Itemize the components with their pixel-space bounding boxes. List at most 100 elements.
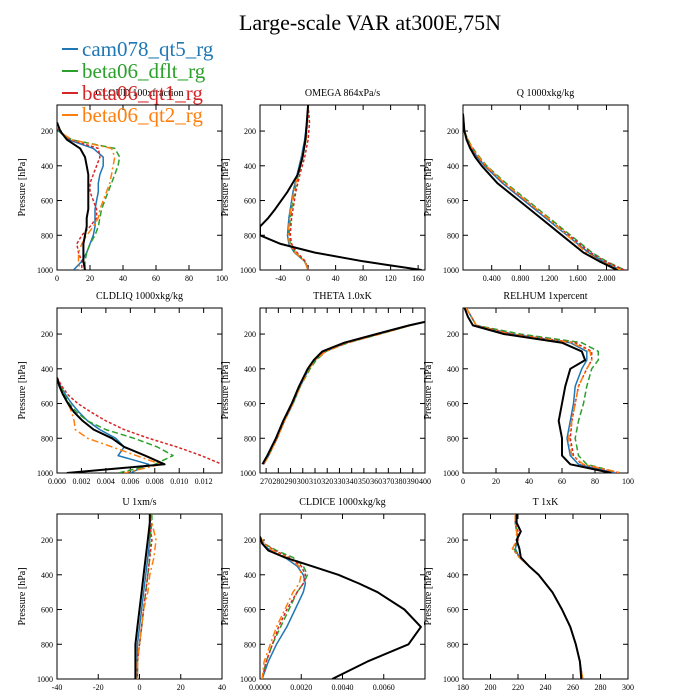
y-axis-label: Pressure [hPa] <box>423 567 434 625</box>
plot-frame <box>56 104 223 271</box>
series-group <box>463 113 625 270</box>
y-tick-label: 1000 <box>240 469 256 478</box>
x-tick-label: 280 <box>272 477 284 486</box>
y-tick-label: 800 <box>244 434 256 443</box>
series-line <box>463 113 622 270</box>
panel-title: RELHUM 1xpercent <box>503 291 587 302</box>
x-tick-label: 120 <box>385 274 397 283</box>
x-tick-label: 0.012 <box>195 477 213 486</box>
plot-frame <box>259 104 426 271</box>
y-tick-label: 800 <box>41 640 53 649</box>
series-line <box>260 536 303 679</box>
series-line <box>513 514 584 679</box>
x-tick-label: 160 <box>412 274 424 283</box>
series-group <box>57 377 222 473</box>
y-tick-label: 200 <box>244 330 256 339</box>
series-group <box>260 105 422 270</box>
series-line <box>463 113 625 270</box>
y-tick-label: 800 <box>244 231 256 240</box>
y-tick-label: 1000 <box>37 675 53 684</box>
x-tick-label: 0.010 <box>170 477 188 486</box>
y-tick-label: 200 <box>41 536 53 545</box>
legend: cam078_qt5_rg beta06_dflt_rg beta06_qt1_… <box>62 38 213 126</box>
y-tick-label: 800 <box>41 434 53 443</box>
panel-title: CLDICE 1000xkg/kg <box>299 497 385 508</box>
series-line-control <box>261 320 425 465</box>
series-line <box>463 113 622 270</box>
x-tick-label: 1.200 <box>540 274 558 283</box>
x-tick-label: 80 <box>359 274 367 283</box>
legend-item: beta06_qt2_rg <box>62 104 213 126</box>
y-tick-label: 600 <box>447 606 459 615</box>
legend-swatch <box>62 114 78 116</box>
y-tick-label: 1000 <box>37 266 53 275</box>
series-line <box>57 377 162 473</box>
y-tick-label: 600 <box>41 400 53 409</box>
series-line <box>465 308 615 473</box>
x-tick-label: 0.004 <box>97 477 115 486</box>
plot-frame <box>462 307 629 474</box>
x-tick-label: 0.0000 <box>249 683 271 692</box>
x-tick-label: 0.400 <box>483 274 501 283</box>
series-group <box>261 320 425 465</box>
panel-title: Q 1000xkg/kg <box>517 88 575 99</box>
series-line-control <box>260 105 422 270</box>
y-axis-label: Pressure [hPa] <box>17 361 28 419</box>
y-tick-label: 1000 <box>240 266 256 275</box>
legend-label: beta06_qt1_rg <box>82 81 203 105</box>
panel-title: CLDLIQ 1000xkg/kg <box>96 291 183 302</box>
x-tick-label: -20 <box>93 683 104 692</box>
x-tick-label: 340 <box>346 477 358 486</box>
x-tick-label: 220 <box>512 683 524 692</box>
y-tick-label: 1000 <box>443 266 459 275</box>
legend-label: beta06_qt2_rg <box>82 103 203 127</box>
y-tick-label: 800 <box>447 434 459 443</box>
series-line <box>260 536 307 679</box>
x-tick-label: 200 <box>485 683 497 692</box>
y-tick-label: 1000 <box>443 675 459 684</box>
x-tick-label: 270 <box>260 477 272 486</box>
y-tick-label: 200 <box>447 330 459 339</box>
series-line <box>289 105 311 270</box>
x-tick-label: 100 <box>216 274 228 283</box>
series-line <box>57 377 174 473</box>
plot-frame <box>56 513 223 680</box>
y-tick-label: 600 <box>244 400 256 409</box>
x-tick-label: 320 <box>321 477 333 486</box>
x-tick-label: 40 <box>218 683 226 692</box>
x-tick-label: 0 <box>306 274 310 283</box>
plot-frame <box>259 513 426 680</box>
y-tick-label: 400 <box>244 162 256 171</box>
y-tick-label: 200 <box>244 536 256 545</box>
x-tick-label: 60 <box>558 477 566 486</box>
y-tick-label: 800 <box>447 231 459 240</box>
x-tick-label: 370 <box>382 477 394 486</box>
x-tick-label: 360 <box>370 477 382 486</box>
legend-item: beta06_qt1_rg <box>62 82 213 104</box>
y-tick-label: 600 <box>244 606 256 615</box>
x-tick-label: 350 <box>358 477 370 486</box>
panel-3: Q 1000xkg/kg Pressure [hPa] 200 400 600 800 10… <box>423 88 629 283</box>
x-tick-label: 300 <box>622 683 634 692</box>
series-group <box>260 536 422 679</box>
series-line <box>57 122 121 270</box>
x-tick-label: 60 <box>152 274 160 283</box>
plot-frame <box>462 513 629 680</box>
legend-item: cam078_qt5_rg <box>62 38 213 60</box>
y-tick-label: 200 <box>41 127 53 136</box>
panel-4: CLDLIQ 1000xkg/kg Pressure [hPa] 200 400 600… <box>17 291 223 486</box>
y-tick-label: 800 <box>41 231 53 240</box>
legend-label: beta06_dflt_rg <box>82 59 206 83</box>
x-tick-label: 400 <box>419 477 431 486</box>
legend-swatch <box>62 48 78 50</box>
panel-title: CLOUD 100xfraction <box>95 88 183 99</box>
y-tick-label: 400 <box>447 571 459 580</box>
x-tick-label: 310 <box>309 477 321 486</box>
series-line-control <box>134 514 151 679</box>
series-group <box>511 514 584 679</box>
